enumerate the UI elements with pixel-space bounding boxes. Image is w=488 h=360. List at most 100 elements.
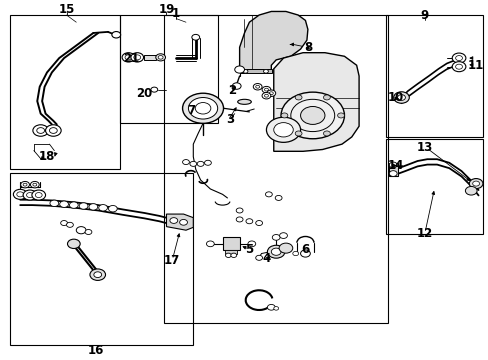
Circle shape bbox=[232, 83, 241, 89]
Circle shape bbox=[90, 269, 105, 280]
Circle shape bbox=[236, 217, 243, 222]
Circle shape bbox=[451, 62, 465, 72]
Circle shape bbox=[279, 233, 287, 238]
Text: 4: 4 bbox=[262, 252, 270, 265]
Bar bbox=[385, 139, 483, 234]
Circle shape bbox=[269, 92, 273, 95]
Circle shape bbox=[281, 92, 344, 139]
Circle shape bbox=[271, 248, 281, 255]
Circle shape bbox=[35, 193, 42, 198]
Text: 5: 5 bbox=[245, 243, 253, 256]
Circle shape bbox=[79, 203, 88, 209]
Circle shape bbox=[255, 255, 262, 260]
Circle shape bbox=[265, 192, 272, 197]
Circle shape bbox=[267, 245, 285, 258]
Polygon shape bbox=[144, 55, 156, 60]
Circle shape bbox=[33, 125, 48, 136]
Text: 7: 7 bbox=[186, 104, 195, 117]
Circle shape bbox=[388, 171, 396, 176]
Circle shape bbox=[292, 251, 298, 256]
Circle shape bbox=[262, 86, 270, 93]
Circle shape bbox=[99, 204, 107, 211]
Circle shape bbox=[158, 55, 163, 59]
Circle shape bbox=[76, 226, 86, 234]
Circle shape bbox=[188, 98, 217, 119]
Text: 3: 3 bbox=[225, 113, 233, 126]
Circle shape bbox=[94, 272, 102, 278]
Circle shape bbox=[13, 189, 27, 199]
Circle shape bbox=[179, 220, 187, 225]
Circle shape bbox=[37, 128, 44, 134]
Circle shape bbox=[191, 35, 199, 40]
Circle shape bbox=[388, 162, 396, 168]
Circle shape bbox=[182, 159, 189, 165]
Circle shape bbox=[225, 253, 231, 257]
Text: 21: 21 bbox=[123, 51, 139, 64]
Polygon shape bbox=[239, 12, 307, 72]
Text: 18: 18 bbox=[39, 150, 55, 163]
Text: 14: 14 bbox=[386, 159, 403, 172]
Bar bbox=[120, 15, 217, 123]
Text: 1: 1 bbox=[172, 7, 180, 20]
Circle shape bbox=[50, 200, 59, 207]
Circle shape bbox=[156, 54, 165, 61]
Circle shape bbox=[204, 160, 211, 165]
Circle shape bbox=[230, 253, 236, 257]
Circle shape bbox=[262, 93, 270, 99]
Circle shape bbox=[281, 113, 287, 118]
Circle shape bbox=[323, 95, 330, 100]
Circle shape bbox=[247, 241, 255, 247]
Text: 9: 9 bbox=[420, 9, 428, 22]
Circle shape bbox=[69, 202, 78, 208]
Circle shape bbox=[273, 307, 278, 310]
Circle shape bbox=[451, 53, 465, 63]
Circle shape bbox=[236, 208, 243, 213]
Polygon shape bbox=[388, 163, 397, 176]
Circle shape bbox=[255, 221, 262, 226]
Circle shape bbox=[279, 243, 292, 253]
Circle shape bbox=[206, 241, 214, 247]
Circle shape bbox=[266, 117, 300, 142]
Circle shape bbox=[300, 107, 325, 125]
Circle shape bbox=[272, 234, 280, 240]
Circle shape bbox=[85, 229, 92, 234]
Text: 17: 17 bbox=[163, 254, 179, 267]
Circle shape bbox=[49, 128, 57, 134]
Circle shape bbox=[45, 125, 61, 136]
Bar bbox=[163, 15, 387, 323]
Circle shape bbox=[169, 218, 177, 224]
Circle shape bbox=[195, 103, 210, 114]
Text: 20: 20 bbox=[136, 87, 152, 100]
Text: 13: 13 bbox=[416, 141, 432, 154]
Circle shape bbox=[234, 66, 244, 73]
Ellipse shape bbox=[237, 99, 251, 104]
Circle shape bbox=[243, 69, 247, 73]
Text: 10: 10 bbox=[387, 91, 403, 104]
Circle shape bbox=[26, 193, 33, 198]
Polygon shape bbox=[166, 214, 193, 230]
Text: 19: 19 bbox=[158, 3, 174, 16]
Circle shape bbox=[465, 186, 476, 195]
Bar bbox=[10, 15, 120, 169]
Circle shape bbox=[122, 53, 135, 62]
Circle shape bbox=[151, 87, 158, 92]
Circle shape bbox=[67, 239, 80, 248]
Circle shape bbox=[455, 55, 462, 60]
Text: 8: 8 bbox=[303, 41, 311, 54]
Circle shape bbox=[300, 250, 310, 257]
Circle shape bbox=[134, 55, 141, 60]
Text: 6: 6 bbox=[301, 243, 309, 256]
Circle shape bbox=[61, 221, 67, 226]
Circle shape bbox=[23, 190, 37, 200]
Circle shape bbox=[23, 183, 27, 186]
Circle shape bbox=[472, 181, 479, 186]
Text: 2: 2 bbox=[228, 84, 236, 97]
Text: 12: 12 bbox=[416, 227, 432, 240]
Circle shape bbox=[89, 204, 98, 210]
Polygon shape bbox=[239, 69, 272, 73]
Bar bbox=[385, 15, 483, 137]
Circle shape bbox=[468, 179, 482, 189]
Circle shape bbox=[273, 123, 293, 137]
Circle shape bbox=[255, 85, 259, 88]
Bar bbox=[10, 173, 193, 345]
